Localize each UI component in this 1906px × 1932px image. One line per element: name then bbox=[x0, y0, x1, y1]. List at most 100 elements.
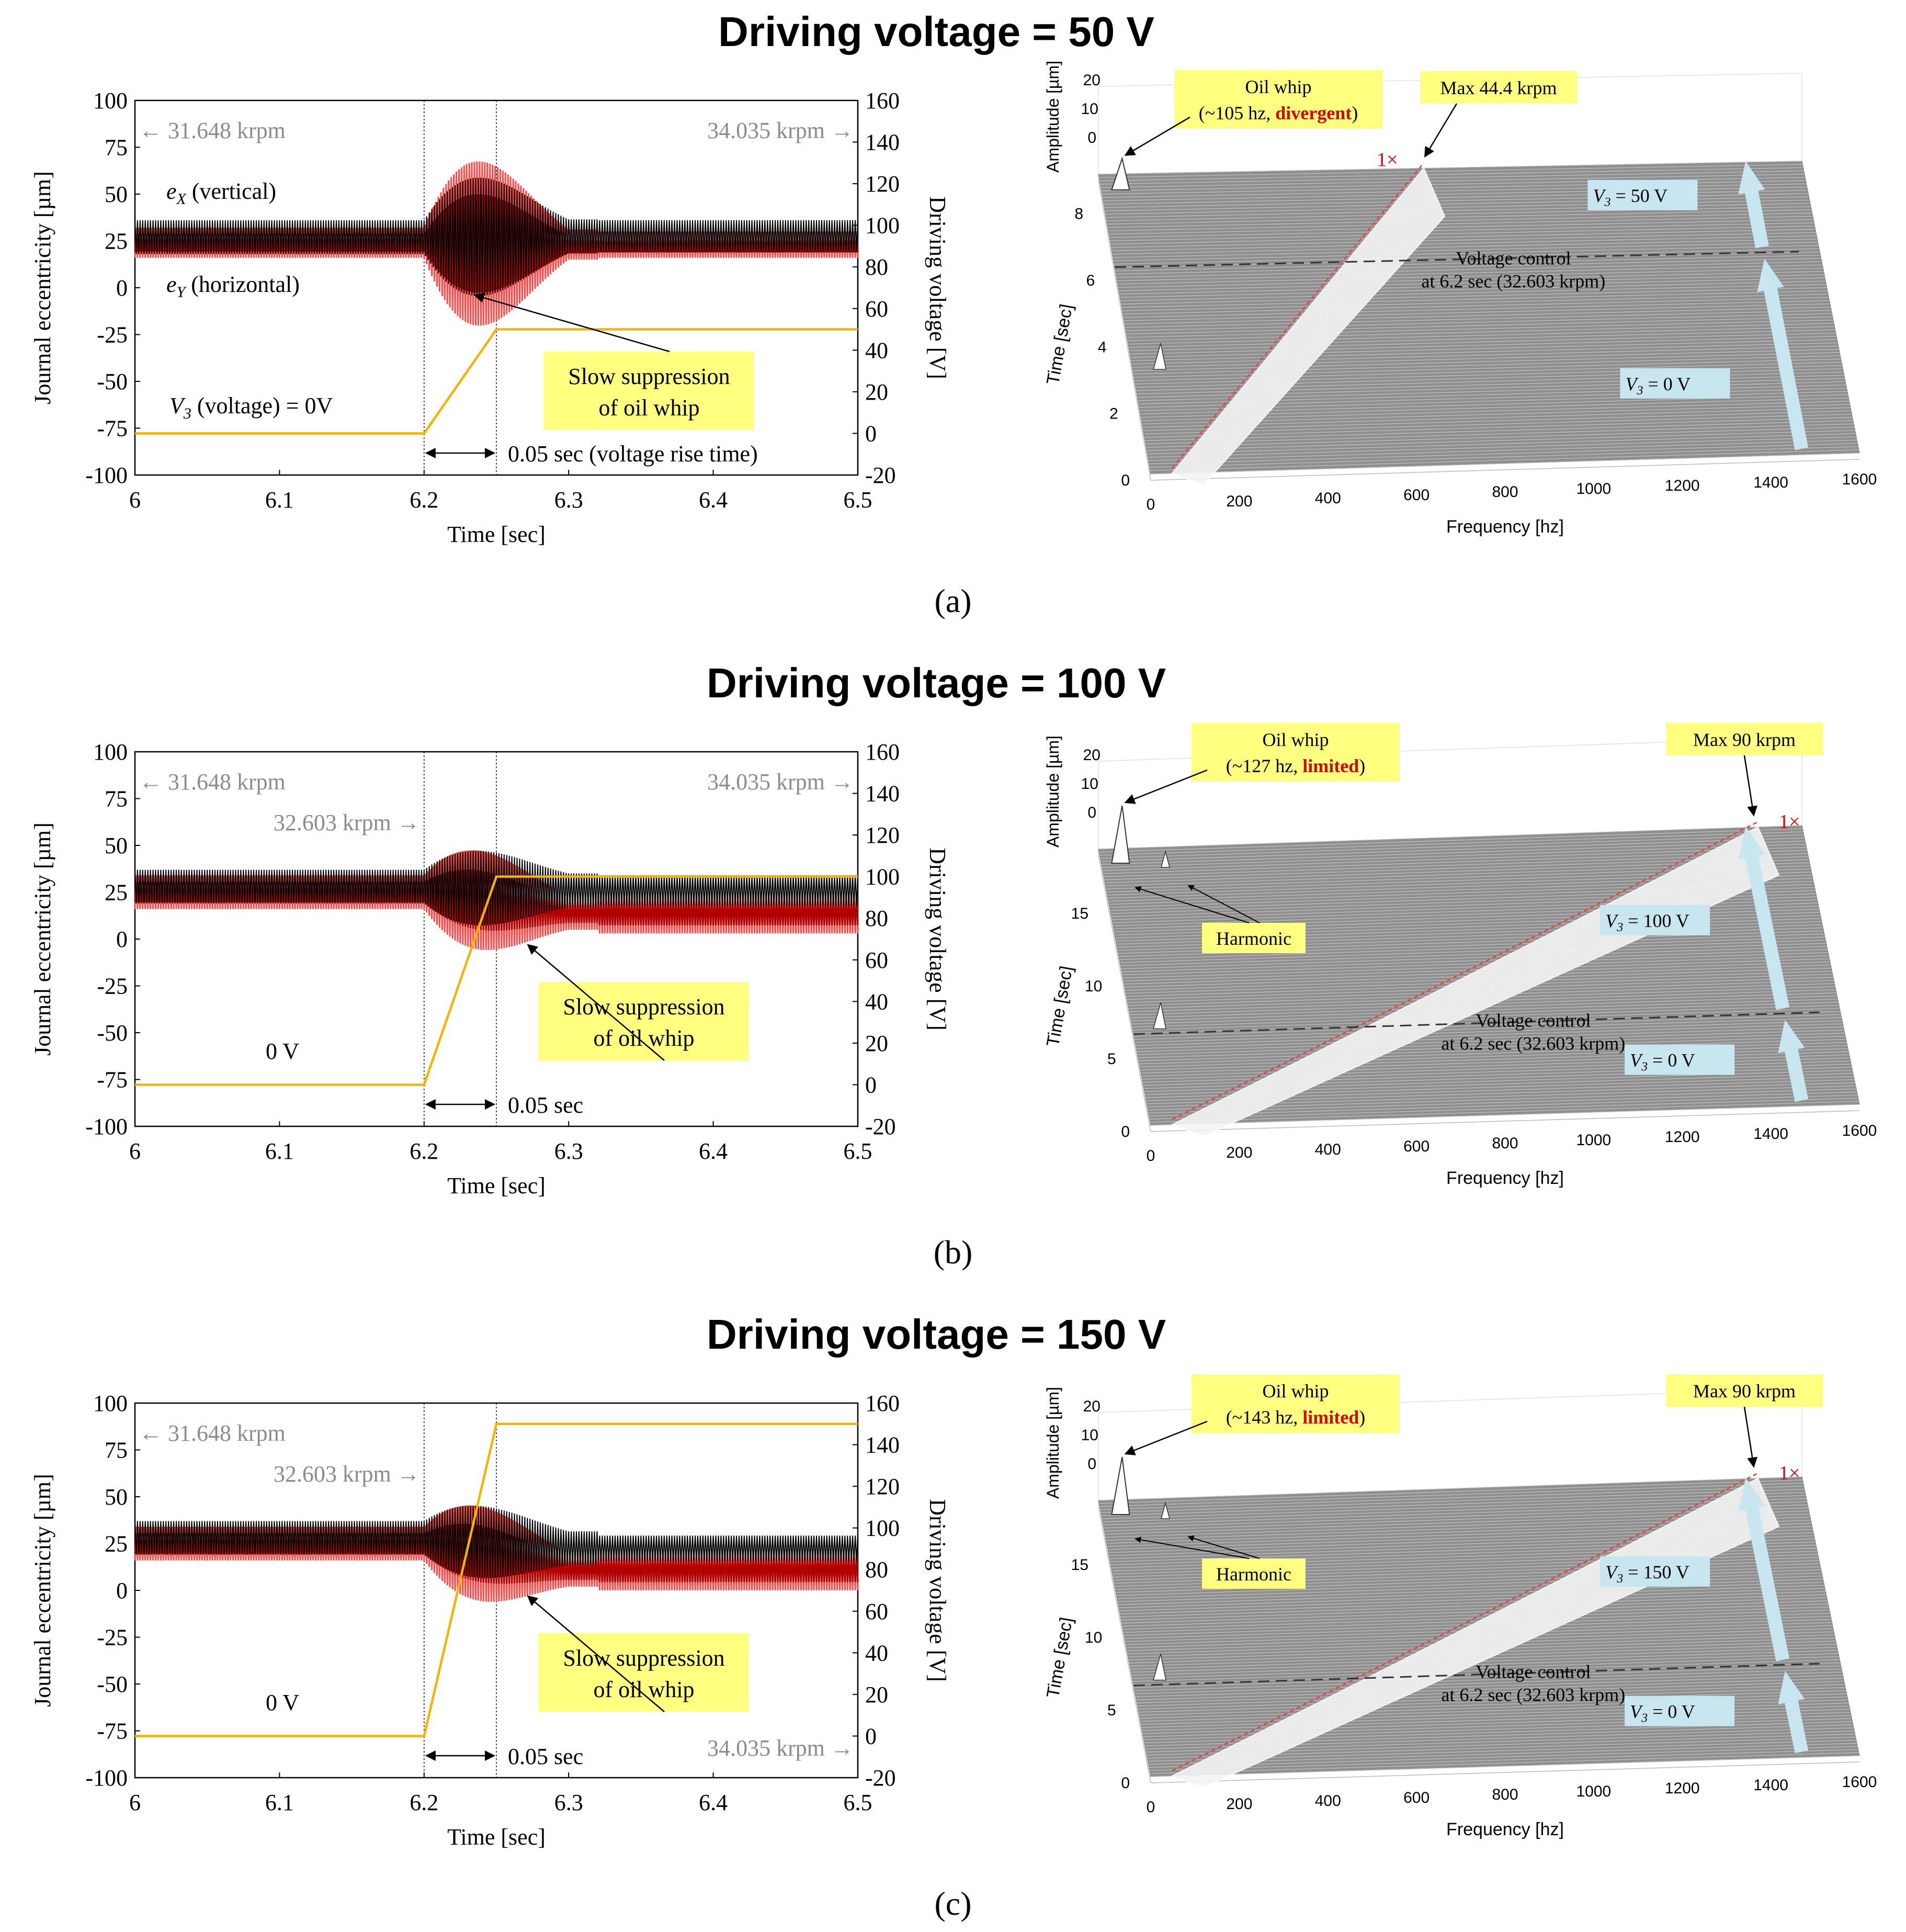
speed-end-label: 34.035 krpm → bbox=[707, 118, 854, 143]
time-tick-label: 0 bbox=[1121, 1775, 1130, 1792]
spectrum-slice bbox=[1118, 274, 1824, 291]
callout-slow-suppression: Slow suppression of oil whip bbox=[527, 1595, 749, 1712]
v3-top-label-sub: 3 bbox=[1616, 1572, 1623, 1586]
y2-tick-label: 40 bbox=[865, 1640, 888, 1666]
spectrum-slice bbox=[1134, 1020, 1843, 1043]
time-plot: 1007550250-25-50-75-10016014012010080604… bbox=[30, 739, 950, 1199]
harmonic-leader-1 bbox=[1134, 886, 1250, 923]
time-arrow-before bbox=[1778, 1020, 1809, 1102]
max-leader bbox=[1424, 103, 1458, 158]
x-tick-label: 6 bbox=[129, 487, 141, 513]
max-box bbox=[1666, 723, 1823, 755]
y-tick-label: 50 bbox=[105, 1484, 128, 1510]
spectrum-slice bbox=[1110, 229, 1816, 245]
amplitude-tick-label: 10 bbox=[1081, 775, 1098, 793]
spectrum-slice bbox=[1125, 310, 1832, 328]
y-tick-label: 25 bbox=[105, 229, 128, 254]
voltage-label: 0 V bbox=[266, 1038, 299, 1064]
time-tick-label: 5 bbox=[1107, 1050, 1116, 1068]
spectrum-slice bbox=[1101, 1489, 1805, 1513]
v3-bottom-label: V3 = 0 V bbox=[1625, 374, 1691, 398]
freq-tick-label: 800 bbox=[1492, 1135, 1518, 1152]
spectrum-slice bbox=[1150, 449, 1859, 471]
spectrum-slice bbox=[1102, 846, 1807, 871]
eY-label-main: e bbox=[166, 272, 177, 297]
freq-tick-label: 600 bbox=[1403, 487, 1430, 504]
freq-tick-label: 400 bbox=[1315, 1792, 1341, 1810]
spectrum-slice bbox=[1131, 1001, 1839, 1025]
max-label: Max 44.4 krpm bbox=[1440, 77, 1557, 98]
eY-label-sub: Y bbox=[177, 284, 187, 301]
spectrum-slice bbox=[1131, 342, 1838, 361]
spectrum-slice bbox=[1124, 307, 1831, 325]
one-x-ridge bbox=[1171, 1477, 1780, 1788]
y2-tick-label: 80 bbox=[865, 254, 888, 280]
spectrum-slice bbox=[1103, 850, 1807, 874]
x-tick-label: 6.4 bbox=[699, 1790, 728, 1815]
y2-tick-label: 160 bbox=[865, 739, 900, 765]
spectrum-slice bbox=[1149, 446, 1858, 468]
y-tick-label: 75 bbox=[105, 786, 128, 812]
y2-tick-label: 80 bbox=[865, 906, 888, 931]
spectrum-slice bbox=[1133, 1014, 1841, 1037]
v3-top-label-rest: = 100 V bbox=[1623, 910, 1689, 931]
one-x-ridge bbox=[1171, 167, 1446, 485]
spectrum-slice bbox=[1100, 1486, 1804, 1510]
spectrum-slice bbox=[1101, 1492, 1806, 1516]
v3-top-label-sub: 3 bbox=[1604, 196, 1610, 209]
amplitude-tick-label: 0 bbox=[1087, 129, 1096, 146]
y-tick-label: 75 bbox=[105, 1438, 128, 1463]
spectrum-slice bbox=[1120, 1594, 1826, 1618]
time-tick-label: 5 bbox=[1107, 1702, 1116, 1719]
x-tick-label: 6.3 bbox=[554, 1790, 583, 1815]
rise-time-label: 0.05 sec bbox=[508, 1092, 583, 1118]
spectrum-slice bbox=[1148, 436, 1856, 458]
amplitude-tick-label: 20 bbox=[1083, 1398, 1101, 1415]
harmonic-callout: Harmonic bbox=[1134, 1501, 1306, 1589]
y-tick-label: -25 bbox=[97, 1625, 128, 1651]
v3-bottom-label-sub: 3 bbox=[1641, 1060, 1648, 1074]
spectrum-slice bbox=[1123, 958, 1830, 981]
v3-top-label-rest: = 150 V bbox=[1623, 1562, 1689, 1583]
spectrum-slice bbox=[1120, 284, 1826, 301]
spectrum-slice bbox=[1132, 1008, 1840, 1031]
spectrum-slice bbox=[1101, 840, 1806, 865]
spectrum-slice bbox=[1126, 316, 1833, 335]
x-tick-label: 6.1 bbox=[265, 1790, 294, 1815]
floor-left-edge bbox=[1098, 1506, 1151, 1783]
panel-caption: (a) bbox=[934, 582, 971, 619]
spectrum-slice bbox=[1111, 232, 1816, 248]
spectrum-slice bbox=[1150, 1755, 1860, 1777]
oil-whip-peak-early bbox=[1153, 343, 1166, 370]
x-tick-label: 6 bbox=[129, 1138, 141, 1164]
panel-title: Driving voltage = 100 V bbox=[707, 660, 1166, 706]
panel-caption: (c) bbox=[934, 1885, 971, 1922]
oil-whip-line-2: (~105 hz, divergent) bbox=[1199, 103, 1358, 123]
x-tick-label: 6.2 bbox=[410, 1138, 438, 1164]
y-tick-label: -50 bbox=[97, 1671, 128, 1697]
signals bbox=[134, 161, 859, 326]
voltage-control-line bbox=[1133, 1011, 1820, 1035]
freq-tick-label: 1400 bbox=[1753, 1777, 1788, 1794]
speed-start-label: ← 31.648 krpm bbox=[139, 118, 286, 143]
y-tick-label: 25 bbox=[105, 1531, 128, 1557]
time-tick-label: 10 bbox=[1085, 978, 1102, 995]
time-arrow-before bbox=[1778, 1671, 1809, 1754]
freq-tick-label: 1200 bbox=[1665, 1780, 1700, 1797]
y-tick-label: -100 bbox=[85, 1765, 128, 1791]
y-tick-label: -100 bbox=[85, 1114, 128, 1139]
oil-whip-line-1: Oil whip bbox=[1262, 1381, 1329, 1402]
panel-3: Driving voltage = 150 V(c)1007550250-25-… bbox=[30, 1311, 1877, 1922]
v3-top-label-bg bbox=[1587, 179, 1698, 210]
spectrum-slice bbox=[1129, 332, 1836, 352]
harmonic-label: Harmonic bbox=[1216, 928, 1291, 949]
eX-label-rest: (vertical) bbox=[186, 178, 276, 204]
y-tick-label: -75 bbox=[97, 416, 128, 442]
spectrum-slice bbox=[1132, 1004, 1839, 1027]
v3-bottom-label-rest: = 0 V bbox=[1643, 374, 1691, 394]
x-tick-label: 6.4 bbox=[699, 487, 728, 513]
y-axis-label: Journal eccentricity [µm] bbox=[30, 822, 55, 1056]
freq-tick-label: 0 bbox=[1147, 496, 1155, 513]
spectrum-slice bbox=[1111, 235, 1817, 252]
spectrum-slice bbox=[1148, 1743, 1857, 1765]
